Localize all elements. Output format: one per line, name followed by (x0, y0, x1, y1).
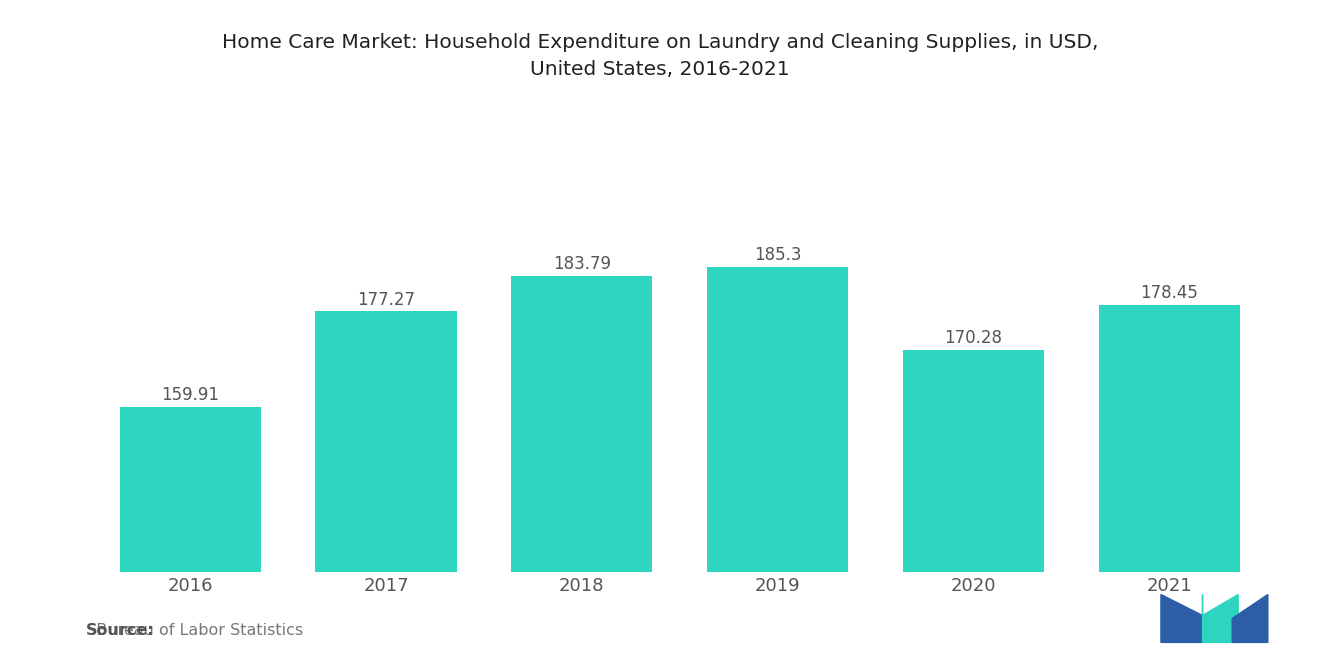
Text: Home Care Market: Household Expenditure on Laundry and Cleaning Supplies, in USD: Home Care Market: Household Expenditure … (222, 33, 1098, 78)
Bar (315, 311, 457, 665)
Text: 183.79: 183.79 (553, 255, 611, 273)
Text: 185.3: 185.3 (754, 247, 801, 265)
Bar (1100, 305, 1239, 665)
Text: 178.45: 178.45 (1140, 284, 1199, 302)
Text: 159.91: 159.91 (161, 386, 219, 404)
Text: Bureau of Labor Statistics: Bureau of Labor Statistics (86, 623, 302, 638)
Bar (708, 267, 849, 665)
Polygon shape (1233, 595, 1267, 642)
Polygon shape (1162, 595, 1203, 642)
Text: Source:: Source: (86, 623, 154, 638)
Bar (511, 275, 652, 665)
Polygon shape (1203, 595, 1238, 642)
Bar (120, 407, 260, 665)
Text: 170.28: 170.28 (945, 329, 1003, 347)
Text: 177.27: 177.27 (356, 291, 414, 309)
Bar (903, 350, 1044, 665)
